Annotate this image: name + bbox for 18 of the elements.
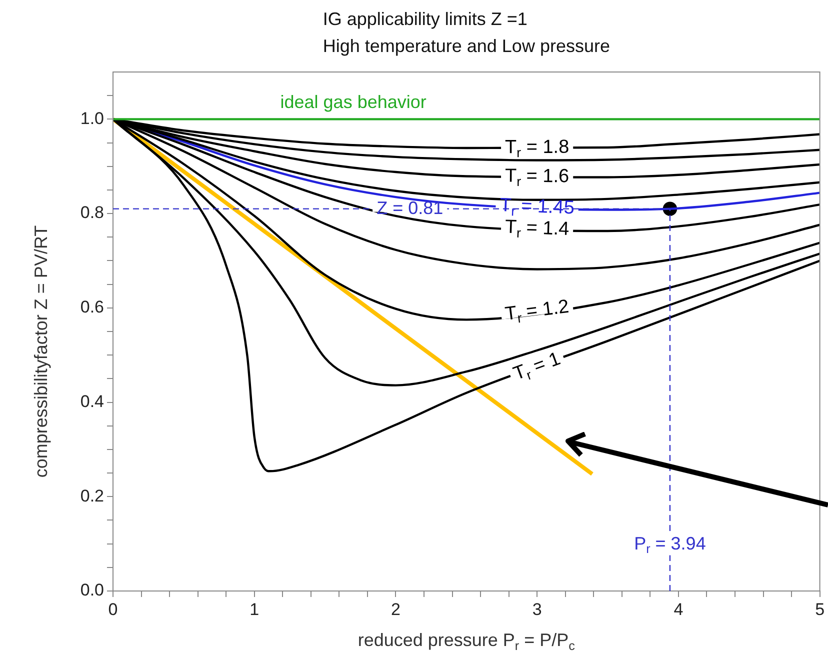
y-tick-label: 0.8: [80, 203, 104, 222]
y-tick-label: 0.4: [80, 392, 104, 411]
text: Tr = 1.2: [504, 296, 570, 326]
x-tick-label: 2: [390, 600, 400, 619]
chart-title: IG applicability limits Z =1: [322, 8, 528, 29]
y-tick-label: 1.0: [80, 108, 104, 128]
y-tick-label: 0.0: [80, 580, 104, 600]
x-tick-label: 5: [815, 600, 825, 619]
y-tick-label: 0.6: [80, 298, 104, 317]
text: Tr = 1: [510, 348, 564, 385]
x-tick-label: 0: [108, 600, 118, 619]
chart-subtitle: High temperature and Low pressure: [322, 36, 610, 56]
series-label: ideal gas behavior: [280, 92, 426, 112]
x-tick-label: 4: [674, 600, 684, 619]
x-tick-label: 3: [532, 600, 542, 619]
x-tick-label: 1: [250, 600, 260, 619]
y-axis-title: compressibilityfactor Z = PV/RT: [30, 225, 51, 478]
y-tick-label: 0.2: [80, 486, 104, 506]
